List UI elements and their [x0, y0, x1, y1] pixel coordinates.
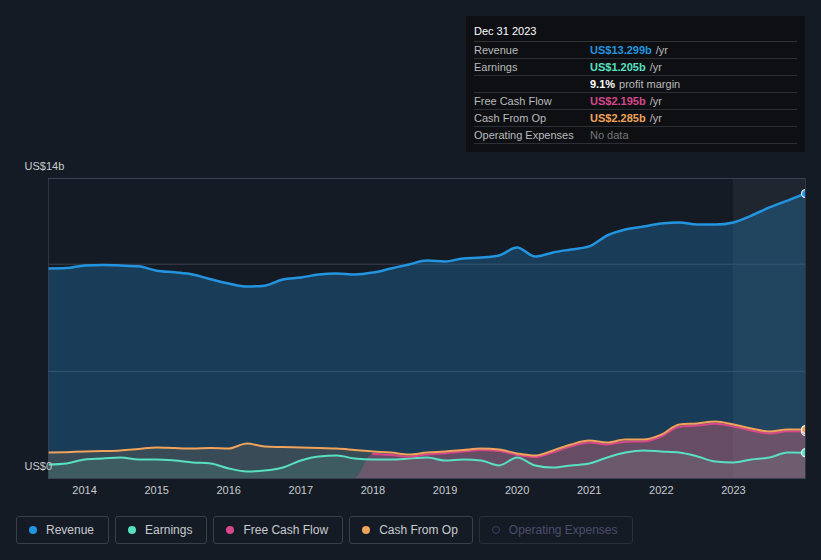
html-text:US$1.205b /yr: US$1.205b /yr: [590, 61, 662, 73]
svg-text:2019: 2019: [433, 484, 457, 496]
html-text:Operating Expenses: Operating Expenses: [474, 129, 574, 141]
html-text:Revenue: Revenue: [46, 523, 94, 537]
html-text:No data: No data: [590, 129, 629, 141]
svg-text:2023: 2023: [721, 484, 745, 496]
svg-text:2022: 2022: [649, 484, 673, 496]
html-text:US$13.299b /yr: US$13.299b /yr: [590, 44, 668, 56]
html-text:Free Cash Flow: Free Cash Flow: [474, 95, 552, 107]
html-text:Operating Expenses: Operating Expenses: [508, 523, 618, 537]
svg-text:2015: 2015: [144, 484, 168, 496]
html-text:Earnings: Earnings: [474, 61, 518, 73]
svg-text:US$0: US$0: [25, 460, 53, 472]
svg-text:2021: 2021: [577, 484, 601, 496]
html-text:Free Cash Flow: Free Cash Flow: [243, 523, 329, 537]
svg-text:2016: 2016: [216, 484, 240, 496]
html-text:Dec 31 2023: Dec 31 2023: [474, 25, 537, 37]
svg-text:2017: 2017: [289, 484, 313, 496]
svg-text:2014: 2014: [72, 484, 96, 496]
html-text:Revenue: Revenue: [474, 44, 518, 56]
html-text:Cash From Op: Cash From Op: [379, 523, 458, 537]
html-text:US$2.285b /yr: US$2.285b /yr: [590, 112, 662, 124]
html-text:Cash From Op: Cash From Op: [474, 112, 547, 124]
svg-text:US$14b: US$14b: [25, 160, 65, 172]
html-text:Earnings: Earnings: [145, 523, 193, 537]
html-text:9.1% profit margin: 9.1% profit margin: [590, 78, 681, 90]
svg-text:2020: 2020: [505, 484, 529, 496]
html-text:US$2.195b /yr: US$2.195b /yr: [590, 95, 662, 107]
svg-text:2018: 2018: [361, 484, 385, 496]
